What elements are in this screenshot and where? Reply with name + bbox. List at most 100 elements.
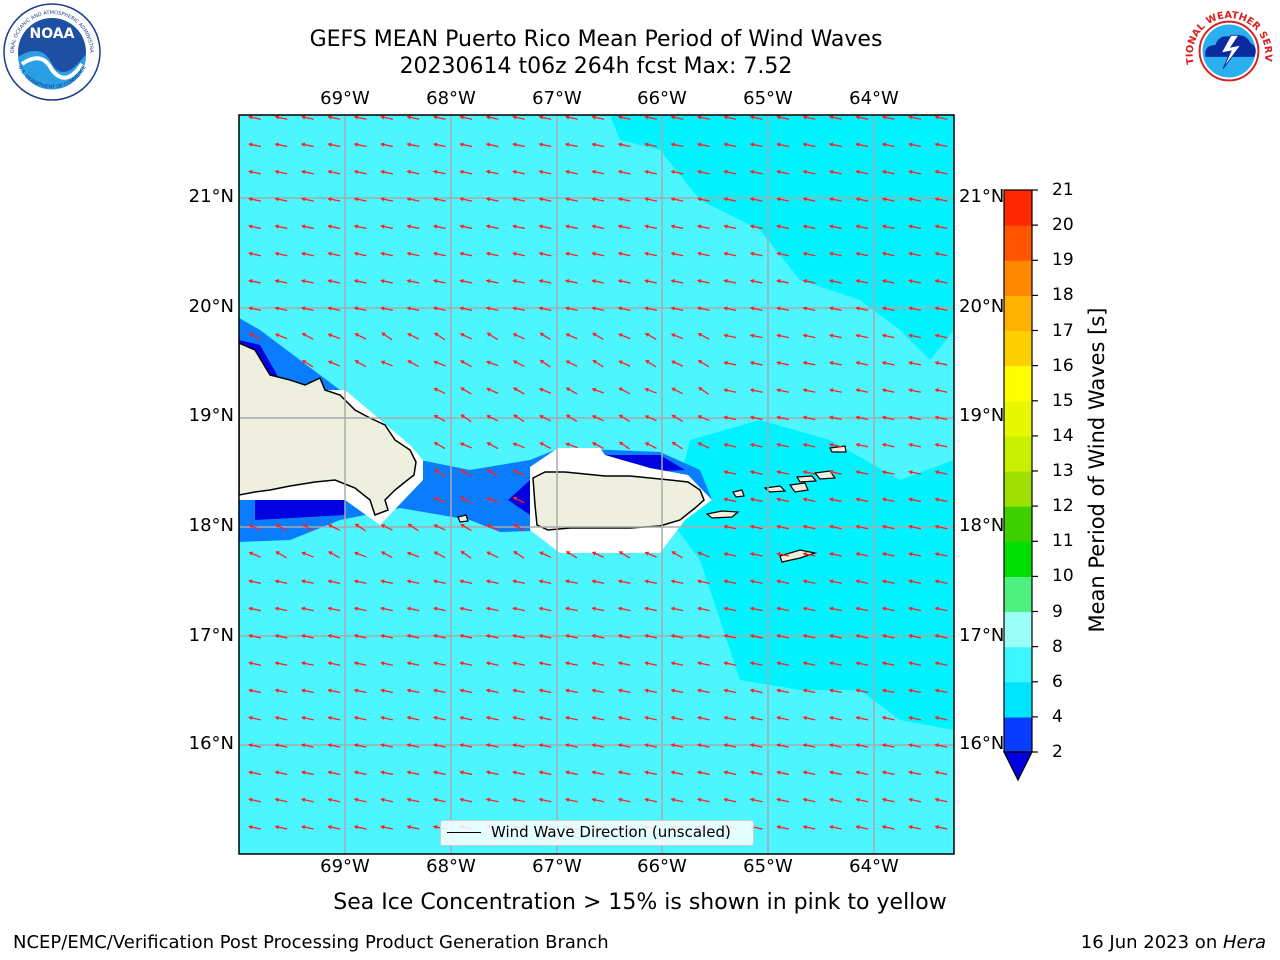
wind-wave-arrow [671, 360, 684, 367]
wind-wave-arrow [539, 551, 552, 558]
wind-wave-arrow [353, 579, 367, 584]
wind-wave-arrow [881, 415, 895, 421]
wind-wave-arrow [459, 770, 473, 776]
colorbar-segment [1004, 541, 1032, 577]
wind-wave-arrow [486, 442, 499, 450]
wind-wave-arrow [749, 142, 763, 148]
wind-wave-arrow [591, 770, 605, 776]
wind-wave-arrow [327, 715, 341, 721]
wind-wave-arrow [881, 470, 895, 475]
wind-wave-arrow [274, 579, 288, 584]
footer-credit: NCEP/EMC/Verification Post Processing Pr… [13, 932, 609, 953]
wind-wave-arrow [591, 279, 605, 284]
wind-wave-arrow [327, 743, 341, 748]
lon-label-top: 67°W [532, 88, 582, 109]
wind-wave-arrow [934, 279, 948, 284]
wind-wave-arrow [380, 551, 393, 559]
wind-wave-arrow [591, 442, 604, 449]
wind-wave-arrow [327, 197, 341, 202]
wind-wave-arrow [380, 770, 394, 776]
wind-wave-arrow [881, 279, 895, 284]
wind-wave-arrow [908, 442, 922, 448]
wind-wave-arrow [881, 743, 895, 748]
wind-wave-arrow [432, 633, 446, 639]
wind-wave-arrow [486, 360, 499, 367]
wind-wave-arrow [644, 169, 658, 175]
wind-wave-arrow [749, 688, 763, 694]
wind-wave-arrow [934, 770, 948, 776]
wind-wave-arrow [855, 388, 869, 393]
lat-label-left: 17°N [188, 625, 234, 646]
wind-wave-arrow [855, 497, 869, 503]
wind-wave-arrow [432, 688, 446, 694]
wind-wave-arrow [855, 442, 869, 448]
wind-wave-arrow [485, 715, 499, 721]
wind-wave-arrow [380, 797, 394, 803]
wind-wave-arrow [274, 606, 288, 612]
wind-wave-arrow [908, 797, 922, 803]
colorbar-tick-label: 15 [1052, 390, 1074, 411]
lat-label-right: 18°N [959, 515, 1005, 536]
wind-wave-arrow [248, 115, 262, 120]
wind-wave-arrow [908, 306, 922, 311]
wind-wave-arrow [274, 115, 288, 120]
wind-wave-arrow [380, 279, 394, 284]
wind-wave-arrow [723, 224, 737, 230]
wind-wave-arrow [248, 197, 262, 202]
wind-wave-arrow [855, 169, 869, 175]
wind-wave-arrow [934, 306, 948, 311]
wind-wave-arrow [538, 797, 552, 803]
wind-wave-arrow [670, 115, 684, 120]
wind-wave-arrow [749, 197, 763, 202]
wind-wave-arrow [723, 415, 737, 421]
sea-ice-note: Sea Ice Concentration > 15% is shown in … [333, 890, 947, 915]
wind-wave-arrow [406, 797, 420, 803]
wind-wave-arrow [406, 770, 420, 776]
wind-wave-arrow [802, 279, 816, 284]
wind-wave-arrow [723, 688, 737, 694]
wind-wave-arrow [644, 142, 658, 148]
wind-wave-arrow [538, 743, 552, 748]
wind-wave-arrow [696, 770, 710, 776]
wind-wave-arrow [802, 169, 816, 175]
wind-wave-arrow [855, 743, 869, 748]
ocean-region-southeast [670, 420, 954, 730]
wind-wave-arrow [591, 606, 605, 612]
wind-wave-arrow [776, 169, 790, 175]
wind-wave-arrow [300, 579, 314, 584]
wind-wave-arrow [908, 333, 922, 339]
wind-wave-arrow [485, 306, 499, 311]
wind-wave-arrow [908, 579, 922, 584]
wind-wave-arrow [934, 688, 948, 694]
wind-wave-arrow [670, 797, 684, 803]
wind-wave-arrow [881, 251, 895, 257]
wind-wave-arrow [855, 470, 869, 475]
wind-wave-arrow [433, 360, 446, 367]
colorbar-tick-label: 4 [1052, 706, 1063, 727]
wind-wave-arrow [380, 825, 394, 830]
wind-wave-arrow [696, 169, 710, 175]
colorbar-segment [1004, 260, 1032, 296]
wind-wave-arrow [934, 797, 948, 803]
wind-wave-arrow [485, 797, 499, 803]
wind-wave-arrow [407, 333, 420, 340]
colorbar-tick-label: 17 [1052, 320, 1074, 341]
wind-wave-arrow [353, 142, 367, 148]
wind-wave-arrow [274, 333, 288, 340]
colorbar-tick-label: 21 [1052, 180, 1074, 200]
wind-wave-arrow [696, 688, 710, 694]
wind-wave-arrow [512, 606, 526, 612]
wind-wave-arrow [432, 743, 446, 748]
wind-wave-arrow [881, 606, 895, 612]
wind-wave-arrow [380, 688, 394, 694]
wind-wave-arrow [564, 306, 578, 311]
wind-wave-arrow [697, 442, 710, 449]
wind-wave-arrow [855, 224, 869, 230]
wind-wave-arrow [538, 279, 552, 284]
wind-wave-arrow [591, 142, 605, 148]
wind-wave-arrow [460, 496, 472, 504]
wind-wave-arrow [564, 169, 578, 175]
wind-wave-arrow [749, 579, 763, 584]
wind-wave-arrow [485, 633, 499, 639]
wind-wave-arrow [696, 797, 710, 803]
